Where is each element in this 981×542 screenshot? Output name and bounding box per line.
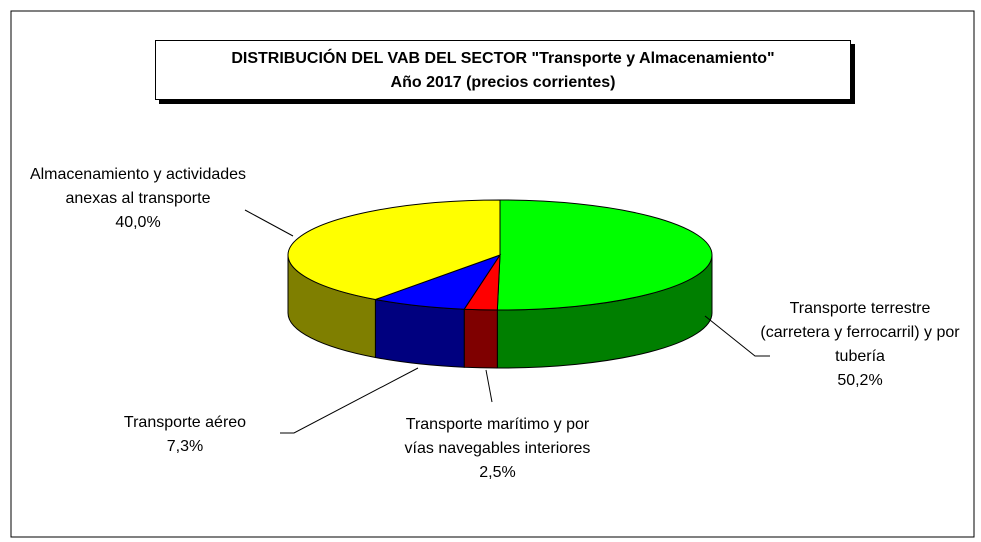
pie-slice bbox=[287, 199, 501, 301]
slice-label: Transporte marítimo y por vías navegable… bbox=[395, 413, 600, 485]
category-label: Transporte aéreo bbox=[123, 414, 247, 431]
leader-lines bbox=[244, 209, 770, 434]
leader-line bbox=[280, 367, 419, 434]
leader-line bbox=[485, 369, 493, 403]
pie-tops bbox=[287, 199, 713, 311]
leader-line bbox=[244, 209, 294, 237]
slice-label: Transporte aéreo 7,3% bbox=[95, 411, 275, 459]
value-label: 2,5% bbox=[479, 464, 516, 481]
chart-subtitle: Año 2017 (precios corrientes) bbox=[390, 74, 616, 91]
pie-side bbox=[463, 308, 498, 369]
chart-title-box: DISTRIBUCIÓN DEL VAB DEL SECTOR "Transpo… bbox=[155, 40, 851, 100]
value-label: 7,3% bbox=[166, 438, 204, 455]
category-label: Transporte terrestre (carretera y ferroc… bbox=[760, 300, 960, 365]
pie-side bbox=[374, 298, 465, 368]
chart-title: DISTRIBUCIÓN DEL VAB DEL SECTOR "Transpo… bbox=[231, 50, 775, 67]
pie-sides bbox=[287, 254, 713, 369]
slice-label: Almacenamiento y actividades anexas al t… bbox=[28, 163, 248, 235]
category-label: Almacenamiento y actividades anexas al t… bbox=[29, 166, 247, 207]
value-label: 40,0% bbox=[115, 214, 161, 231]
pie-slice bbox=[496, 199, 713, 311]
value-label: 50,2% bbox=[837, 372, 883, 389]
pie-slice bbox=[373, 254, 502, 310]
slice-label: Transporte terrestre (carretera y ferroc… bbox=[760, 297, 960, 393]
category-label: Transporte marítimo y por vías navegable… bbox=[404, 416, 591, 457]
leader-line bbox=[704, 315, 770, 357]
pie bbox=[287, 199, 713, 369]
